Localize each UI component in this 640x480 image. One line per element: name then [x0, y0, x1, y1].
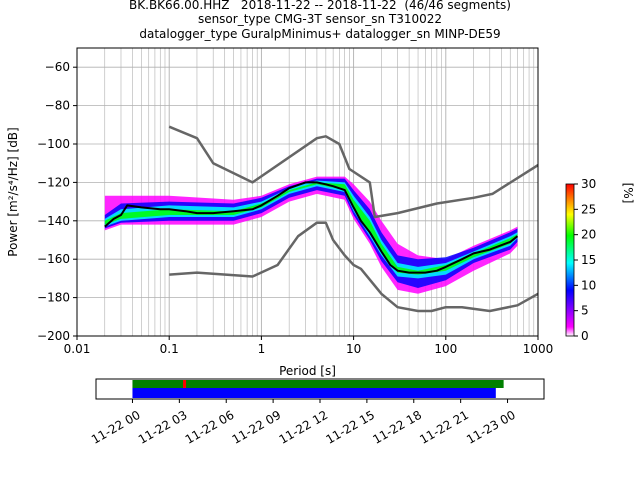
density-band: [104, 176, 518, 294]
density-area: [104, 176, 518, 294]
time-tick-label: 11-22 21: [417, 408, 471, 447]
y-axis-label: Power [m²/s⁴/Hz] [dB]: [6, 127, 20, 256]
x-tick-label: 10: [346, 342, 361, 356]
data-coverage-bar: [132, 380, 504, 388]
colorbar-tick-label: 20: [581, 228, 596, 242]
x-tick-label: 100: [434, 342, 457, 356]
time-tick-label: 11-22 03: [136, 408, 190, 447]
y-tick-label: −180: [37, 291, 70, 305]
y-tick-label: −120: [37, 175, 70, 189]
series-line-lower-reference: [169, 221, 538, 313]
y-tick-label: −160: [37, 252, 70, 266]
series-line-upper-reference: [168, 125, 538, 219]
colorbar-tick-label: 25: [581, 202, 596, 216]
y-tick-label: −80: [45, 99, 70, 113]
colorbar-tick-label: 10: [581, 278, 596, 292]
x-tick-label: 0.1: [160, 342, 179, 356]
y-tick-label: −100: [37, 137, 70, 151]
colorbar-ticks: 0 5 10 15 20 25 30: [574, 177, 596, 343]
time-tick-label: 11-22 15: [323, 408, 377, 447]
plot-frame: [76, 47, 539, 337]
y-tick-label: −140: [37, 214, 70, 228]
series-line-mode: [104, 181, 519, 274]
chart-title-line-2: sensor_type CMG-3T sensor_sn T310022: [197, 12, 443, 26]
colorbar: [565, 183, 575, 337]
x-tick-label: 1: [258, 342, 266, 356]
y-tick-label: −60: [45, 60, 70, 74]
curves: [104, 125, 538, 313]
time-tick-label: 11-22 00: [89, 408, 143, 447]
colorbar-tick-label: 5: [581, 304, 589, 318]
x-axis-label: Period [s]: [279, 364, 336, 378]
x-tick-label: 0.01: [64, 342, 91, 356]
gap-marker: [183, 380, 187, 388]
chart-title-line-3: datalogger_type GuralpMinimus+ datalogge…: [139, 27, 501, 41]
time-tick-label: 11-22 18: [370, 408, 424, 447]
psd-coverage-bar: [132, 388, 496, 398]
colorbar-label: [%]: [621, 183, 635, 204]
main-ticks: 0.01 0.1 1 10 100 1000 −200 −180 −160 −140 −120 −10…: [37, 60, 553, 356]
time-tick-label: 11-22 12: [277, 408, 331, 447]
y-tick-label: −200: [37, 329, 70, 343]
chart-title-line-1: BK.BK66.00.HHZ 2018-11-22 -- 2018-11-22 …: [129, 0, 511, 12]
time-tick-label: 11-22 09: [230, 408, 284, 447]
x-tick-label: 1000: [523, 342, 554, 356]
time-tick-label: 11-22 06: [183, 408, 237, 447]
colorbar-tick-label: 15: [581, 253, 596, 267]
time-tick-label: 11-23 00: [464, 408, 518, 447]
density-band: [104, 178, 518, 288]
colorbar-tick-label: 0: [581, 329, 589, 343]
colorbar-tick-label: 30: [581, 177, 596, 191]
